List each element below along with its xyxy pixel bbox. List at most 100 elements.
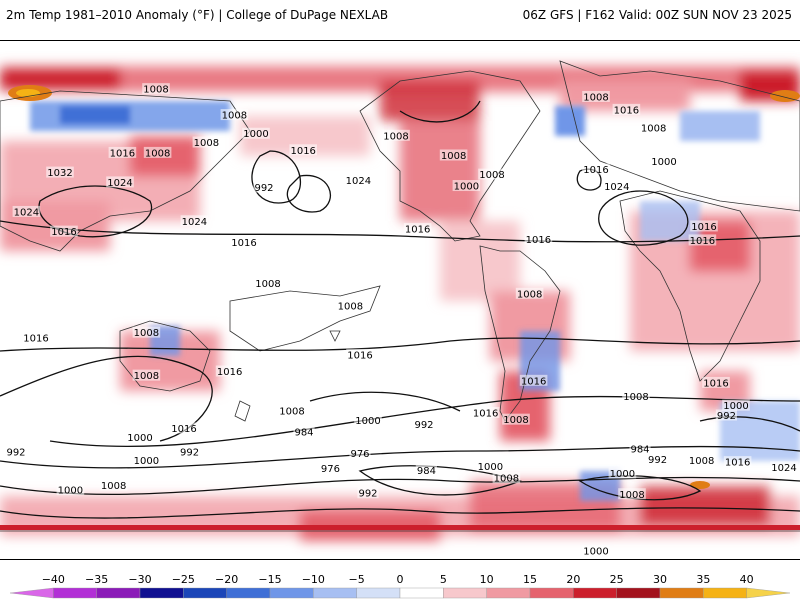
contour-label: 1000 (355, 416, 380, 427)
contour-label: 984 (630, 445, 649, 456)
contour-label: 1024 (604, 182, 629, 193)
contour-label: 1016 (725, 458, 750, 469)
contour-label: 992 (414, 420, 433, 431)
contour-label-bg (612, 103, 641, 115)
contour-label: 1008 (623, 392, 648, 403)
contour-label-bg (143, 146, 172, 158)
contour-label-bg (106, 176, 134, 188)
contour-label: 1000 (454, 182, 479, 193)
colorbar-tick-label: 5 (440, 573, 447, 586)
contour-label-bg (126, 431, 154, 443)
contour-label-bg (293, 426, 315, 438)
contour-label: 1000 (134, 456, 159, 467)
colorbar-tick-label: 10 (480, 573, 494, 586)
colorbar-swatch (703, 587, 747, 599)
contour-label: 992 (254, 183, 273, 194)
contour-label: 1008 (255, 279, 280, 290)
contour-label: 992 (358, 489, 377, 500)
contour-label-bg (278, 404, 306, 416)
contour-label-bg (770, 461, 798, 473)
contour-label-bg (582, 163, 610, 175)
contour-label-bg (215, 365, 244, 377)
contour-label-bg (99, 479, 128, 491)
contour-label-bg (12, 205, 41, 217)
contour-label: 992 (180, 447, 199, 458)
contour-label-bg (46, 166, 74, 178)
contour-label: 1008 (689, 456, 714, 467)
contour-label: 1008 (222, 111, 247, 122)
contour-label: 976 (321, 464, 340, 475)
contour-label-bg (722, 399, 750, 411)
contour-label: 1032 (47, 168, 72, 179)
colorbar-tick-label: 40 (740, 573, 754, 586)
contour-label-bg (346, 348, 374, 360)
contour-label-bg (622, 390, 650, 402)
contour-label: 1024 (346, 176, 371, 187)
colorbar-tick-label: −20 (215, 573, 238, 586)
contour-label-bg (687, 454, 716, 466)
contour-label: 1016 (405, 225, 430, 236)
colorbar-swatch (313, 587, 357, 599)
contour-label: 992 (648, 455, 667, 466)
colorbar-swatch (53, 587, 97, 599)
contour-label: 1016 (521, 376, 546, 387)
contour-label-bg (108, 146, 137, 158)
contour-label: 1008 (441, 151, 466, 162)
contour-label-bg (476, 460, 505, 472)
contour-label: 1000 (58, 486, 83, 497)
colorbar-swatch (269, 587, 314, 599)
contour-label-bg (336, 300, 365, 312)
contour-label-bg (344, 174, 373, 186)
colorbar: −40 −35 −30 −25 −20 −15 −10 −5 0 5 10 15 20 25 30 35 40 (9, 573, 791, 599)
colorbar-swatch (356, 587, 401, 599)
contour-label: 984 (294, 428, 313, 439)
contour-label: 1000 (651, 157, 676, 168)
contour-label: 992 (6, 447, 25, 458)
contour-label-bg (723, 456, 752, 468)
contour-label: 1016 (110, 148, 135, 159)
colorbar-swatch (529, 587, 574, 599)
contour-label: 1008 (479, 170, 504, 181)
colorbar-swatches (9, 587, 791, 599)
contour-label: 1016 (690, 236, 715, 247)
contour-label: 1008 (517, 289, 542, 300)
colorbar-tick-label: −5 (349, 573, 365, 586)
contour-label: 1000 (723, 401, 748, 412)
colorbar-swatch (616, 587, 661, 599)
contour-label: 1016 (217, 367, 242, 378)
contour-label-bg (582, 545, 610, 557)
map-title: 2m Temp 1981–2010 Anomaly (°F) | College… (6, 8, 389, 22)
contour-label-bg (357, 487, 379, 499)
contour-label: 1016 (473, 408, 498, 419)
contour-label-bg (180, 215, 209, 227)
contour-label-bg (502, 413, 530, 425)
contour-label-bg (582, 90, 610, 102)
contour-label: 1016 (347, 350, 372, 361)
contour-label: 1000 (583, 547, 608, 558)
contour-label: 1016 (171, 424, 196, 435)
colorbar-tick-label: 20 (566, 573, 580, 586)
colorbar-swatch (399, 587, 444, 599)
contour-label: 1000 (610, 469, 635, 480)
contour-label: 1008 (503, 415, 528, 426)
colorbar-swatch (9, 587, 54, 599)
contour-label-bg (439, 149, 468, 161)
colorbar-swatch (573, 587, 617, 599)
colorbar-swatch (443, 587, 487, 599)
contour-label-bg (142, 83, 170, 95)
contour-label-bg (618, 488, 646, 500)
colorbar-swatch (226, 587, 271, 599)
contour-label-bg (608, 467, 637, 479)
contour-label: 1016 (51, 227, 76, 238)
contour-label: 1024 (14, 207, 39, 218)
contour-label: 1008 (145, 148, 170, 159)
contour-label-bg (132, 454, 161, 466)
colorbar-tick-label: −30 (128, 573, 151, 586)
contour-label-bg (254, 277, 282, 289)
contour-label-bg (179, 445, 201, 457)
contour-label: 1008 (143, 85, 168, 96)
colorbar-tick-label: −15 (258, 573, 281, 586)
colorbar-swatch (486, 587, 531, 599)
contour-label-bg (452, 180, 481, 192)
contour-label-bg (5, 445, 27, 457)
